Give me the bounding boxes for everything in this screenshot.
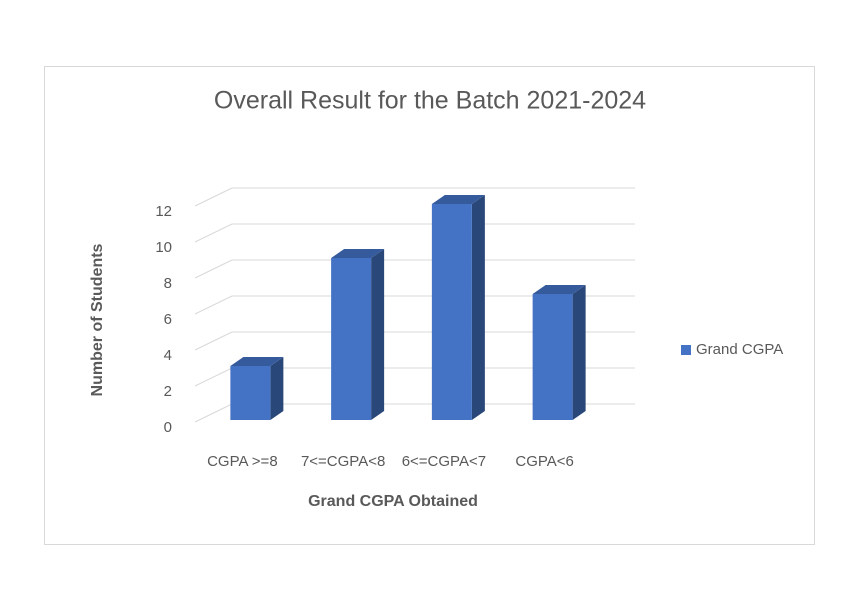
legend-swatch <box>681 345 691 355</box>
y-tick-label: 4 <box>164 347 172 364</box>
chart-frame <box>44 66 815 545</box>
x-tick-label: CGPA >=8 <box>207 453 278 470</box>
y-tick-label: 12 <box>155 203 172 220</box>
bar-top <box>532 285 586 294</box>
bar <box>230 366 271 420</box>
bar-side <box>270 357 284 420</box>
side-grid-line <box>194 295 233 315</box>
bar <box>431 204 472 420</box>
x-tick-label: 6<=CGPA<7 <box>402 453 486 470</box>
y-tick-label: 10 <box>155 239 172 256</box>
y-tick-label: 6 <box>164 311 172 328</box>
bar-side <box>572 285 586 420</box>
y-tick-label: 8 <box>164 275 172 292</box>
y-tick-label: 0 <box>164 419 172 436</box>
chart-title: Overall Result for the Batch 2021-2024 <box>214 87 646 115</box>
bar-top <box>230 357 284 366</box>
bar-side <box>471 195 485 420</box>
side-grid-line <box>194 187 233 207</box>
legend-label: Grand CGPA <box>696 341 783 358</box>
bar-side <box>371 249 385 420</box>
side-grid-line <box>194 403 233 423</box>
x-tick-label: CGPA<6 <box>515 453 574 470</box>
side-grid-line <box>194 223 233 243</box>
x-tick-label: 7<=CGPA<8 <box>301 453 385 470</box>
side-grid-line <box>194 331 233 351</box>
bar-top <box>431 195 485 204</box>
side-grid-line <box>194 367 233 387</box>
side-grid-line <box>194 259 233 279</box>
y-axis-title: Number of Students <box>89 243 106 396</box>
x-axis-title: Grand CGPA Obtained <box>308 493 478 510</box>
bar-top <box>331 249 385 258</box>
bar <box>331 258 372 420</box>
bar <box>532 294 573 420</box>
y-tick-label: 2 <box>164 383 172 400</box>
